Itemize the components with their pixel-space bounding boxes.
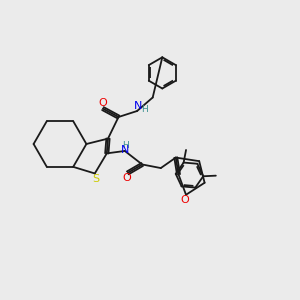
Text: N: N xyxy=(134,101,142,111)
Text: O: O xyxy=(122,173,131,183)
Text: H: H xyxy=(141,105,148,114)
Text: O: O xyxy=(98,98,107,108)
Text: O: O xyxy=(180,195,189,205)
Text: H: H xyxy=(122,141,129,150)
Text: S: S xyxy=(92,174,99,184)
Text: N: N xyxy=(121,146,130,155)
